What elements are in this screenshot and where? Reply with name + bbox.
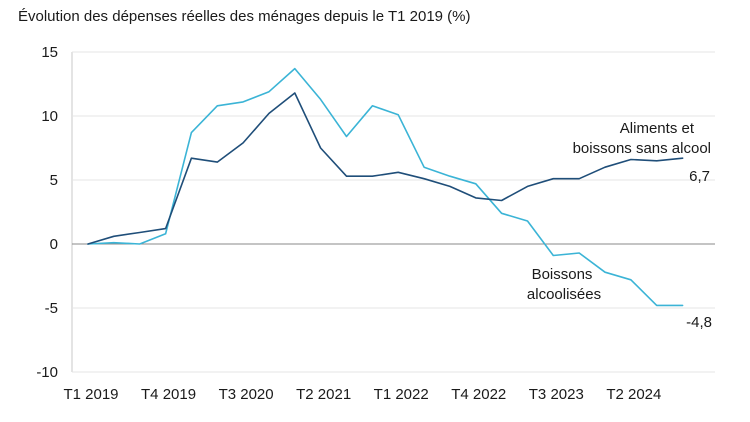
y-axis-tick-labels: 15 10 5 0 -5 -10	[36, 44, 58, 381]
x-tick-label: T2 2021	[296, 386, 351, 403]
x-tick-label: T4 2019	[141, 386, 196, 403]
end-label-aliments: 6,7	[689, 168, 710, 185]
annotation-boissons-line1: Boissons	[532, 266, 593, 283]
x-tick-label: T1 2019	[63, 386, 118, 403]
x-tick-label: T4 2022	[451, 386, 506, 403]
y-tick-label: 15	[41, 44, 58, 61]
gridlines	[71, 51, 715, 373]
y-tick-label: 5	[50, 172, 58, 189]
x-tick-label: T2 2024	[606, 386, 661, 403]
x-tick-label: T1 2022	[374, 386, 429, 403]
annotation-aliments-line1: Aliments et	[620, 120, 695, 137]
series-line-aliments	[87, 92, 684, 245]
end-label-boissons: -4,8	[686, 314, 712, 331]
annotation-aliments-line2: boissons sans alcool	[573, 140, 711, 157]
y-tick-label: -10	[36, 364, 58, 381]
x-axis-tick-labels: T1 2019 T4 2019 T3 2020 T2 2021 T1 2022 T4 20…	[63, 386, 661, 403]
y-tick-label: 0	[50, 236, 58, 253]
y-tick-label: -5	[45, 300, 58, 317]
x-tick-label: T3 2020	[219, 386, 274, 403]
y-tick-label: 10	[41, 108, 58, 125]
series-line-boissons	[87, 67, 684, 307]
chart-title: Évolution des dépenses réelles des ménag…	[18, 8, 471, 25]
annotation-boissons-line2: alcoolisées	[527, 286, 601, 303]
series-lines	[87, 67, 684, 307]
x-tick-label: T3 2023	[529, 386, 584, 403]
